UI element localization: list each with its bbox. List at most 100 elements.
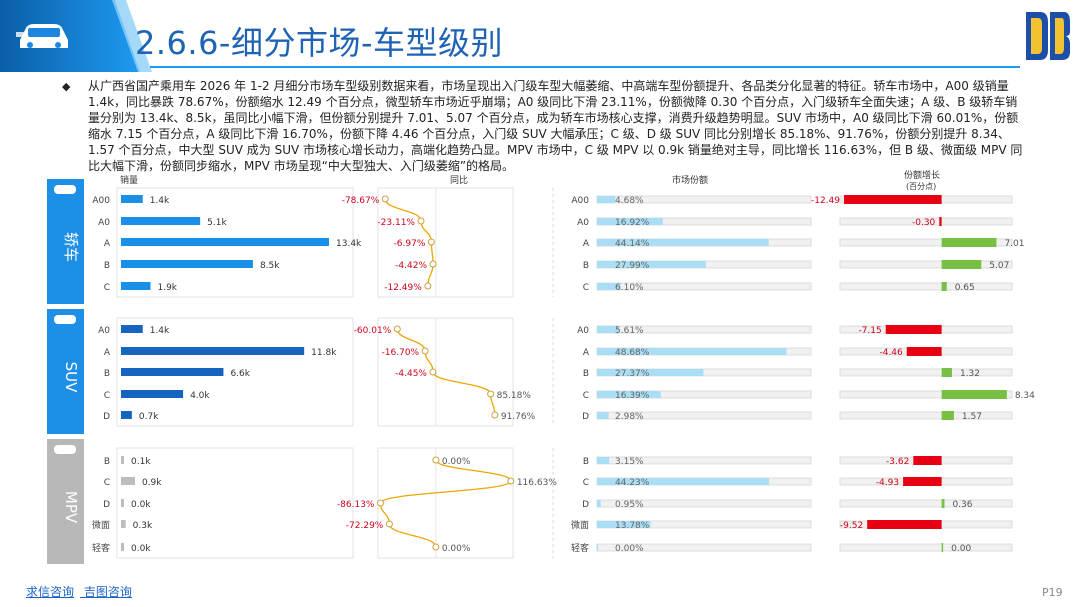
share-change-label: 0.36 xyxy=(952,500,972,510)
yoy-point xyxy=(429,368,437,376)
sales-bar xyxy=(121,456,124,464)
share-value-label: 44.23% xyxy=(615,478,650,488)
share-change-bar xyxy=(941,411,954,420)
category-label: C xyxy=(583,391,589,401)
yoy-point xyxy=(427,238,435,246)
sales-bar xyxy=(121,543,124,551)
yoy-point xyxy=(429,260,437,268)
sales-bar xyxy=(121,368,224,376)
yoy-value-label: -60.01% xyxy=(354,326,392,336)
yoy-value-label: -4.45% xyxy=(395,369,427,379)
share-bar xyxy=(597,283,621,290)
share-change-label: -3.62 xyxy=(886,457,909,467)
share-change-label: -0.30 xyxy=(912,218,936,228)
share-change-bar xyxy=(941,499,945,508)
group-label: SUV xyxy=(62,362,80,394)
share-value-label: 2.98% xyxy=(615,412,644,422)
sales-bar xyxy=(121,325,143,333)
share-change-bar xyxy=(941,282,947,291)
share-change-label: -4.46 xyxy=(879,348,903,358)
sales-bar xyxy=(121,238,329,246)
share-value-label: 44.14% xyxy=(615,239,650,249)
sales-value-label: 13.4k xyxy=(336,239,362,249)
share-change-track xyxy=(839,390,1013,399)
sales-bar xyxy=(121,477,135,485)
share-bar xyxy=(597,261,706,268)
share-bar xyxy=(597,500,601,507)
category-label: A xyxy=(583,348,590,358)
sales-value-label: 4.0k xyxy=(190,391,210,401)
share-bar xyxy=(597,239,769,246)
group-label: 轿车 xyxy=(62,232,80,262)
share-change-bar xyxy=(939,217,942,226)
share-change-track xyxy=(839,411,1013,420)
header-rule xyxy=(150,66,1020,68)
car-icon xyxy=(16,24,68,48)
share-change-label: -9.52 xyxy=(840,521,863,531)
yoy-point xyxy=(417,217,425,225)
vehicle-icon xyxy=(54,185,76,194)
share-value-label: 4.68% xyxy=(615,196,644,206)
yoy-value-label: 85.18% xyxy=(497,391,532,401)
yoy-value-label: -12.49% xyxy=(384,283,422,293)
share-change-bar xyxy=(885,325,942,334)
share-value-label: 5.61% xyxy=(615,326,644,336)
share-bar xyxy=(597,457,610,464)
category-label: D xyxy=(103,412,110,422)
category-label: B xyxy=(583,261,589,271)
share-change-label: 5.07 xyxy=(989,261,1009,271)
footer-links: 求信咨询 吉图咨询 xyxy=(26,583,138,600)
category-label: D xyxy=(103,500,110,510)
sales-bar xyxy=(121,411,132,419)
sales-value-label: 1.9k xyxy=(157,283,177,293)
footer-link-qiuxin[interactable]: 求信咨询 xyxy=(26,585,75,599)
vehicle-icon xyxy=(54,315,76,324)
share-bar xyxy=(597,391,661,398)
yoy-point xyxy=(491,411,499,419)
category-label: B xyxy=(583,457,589,467)
sales-bar xyxy=(121,520,126,528)
header: 2.6.6-细分市场-车型级别 xyxy=(0,0,1080,78)
category-label: A0 xyxy=(577,326,589,336)
bullet-mark: ◆ xyxy=(62,80,71,93)
share-change-track xyxy=(839,543,1013,552)
share-change-track xyxy=(839,499,1013,508)
category-label: C xyxy=(583,283,589,293)
category-label: 轻客 xyxy=(92,542,110,554)
share-change-track xyxy=(839,368,1013,377)
share-bar xyxy=(597,348,787,355)
yoy-value-label: -72.29% xyxy=(346,521,384,531)
share-change-label: -12.49 xyxy=(811,196,840,206)
share-change-bar xyxy=(906,347,942,356)
sales-panel-frame xyxy=(116,317,354,427)
category-label: C xyxy=(104,283,110,293)
share-value-label: 16.92% xyxy=(615,218,650,228)
yoy-value-label: 0.00% xyxy=(442,544,471,554)
sales-value-label: 8.5k xyxy=(260,261,280,271)
yoy-point xyxy=(424,282,432,290)
share-value-label: 0.95% xyxy=(615,500,644,510)
share-bar xyxy=(597,521,651,528)
share-change-label: 0.65 xyxy=(955,283,975,293)
header-yoy: 同比 xyxy=(450,174,468,186)
sales-panel-frame xyxy=(116,187,354,298)
sales-value-label: 0.0k xyxy=(131,544,151,554)
category-label: B xyxy=(104,457,110,467)
share-change-label: 8.34 xyxy=(1015,391,1035,401)
category-label: A00 xyxy=(92,196,110,206)
sales-value-label: 1.4k xyxy=(150,326,170,336)
page-number: P19 xyxy=(1042,586,1063,599)
sales-value-label: 1.4k xyxy=(150,196,170,206)
group-side-panel xyxy=(47,439,84,564)
sales-bar xyxy=(121,260,253,268)
sales-value-label: 0.0k xyxy=(131,500,151,510)
sales-bar xyxy=(121,195,143,203)
footer-link-jitu[interactable]: 吉图咨询 xyxy=(83,585,132,599)
yoy-value-label: -16.70% xyxy=(382,348,420,358)
header-share: 市场份额 xyxy=(672,174,708,186)
share-bar xyxy=(597,544,598,551)
share-value-label: 0.00% xyxy=(615,544,644,554)
brand-logo xyxy=(1026,12,1070,60)
share-change-label: 0.00 xyxy=(951,544,971,554)
